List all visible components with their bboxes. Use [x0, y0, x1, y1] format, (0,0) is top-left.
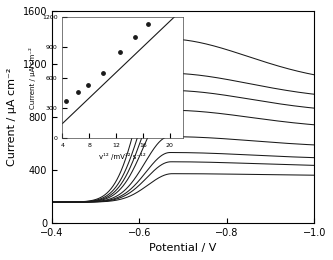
Y-axis label: Current / μA cm⁻²: Current / μA cm⁻² — [7, 68, 17, 166]
X-axis label: Potential / V: Potential / V — [150, 243, 217, 253]
